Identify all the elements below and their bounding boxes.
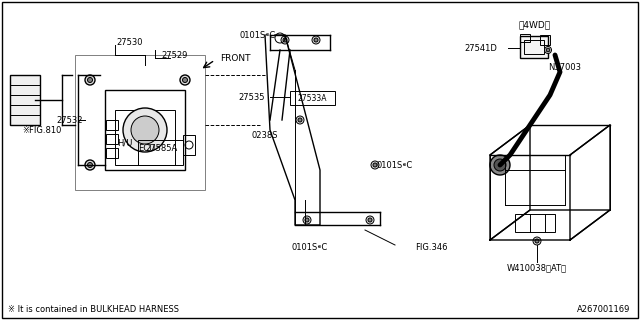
Bar [540, 35, 550, 45]
Text: 27541D: 27541D [464, 44, 497, 52]
Circle shape [303, 216, 311, 224]
Circle shape [546, 48, 550, 52]
Text: 0101S⁌C: 0101S⁌C [240, 30, 276, 39]
Text: A267001169: A267001169 [577, 306, 630, 315]
Circle shape [490, 155, 510, 175]
Text: H/U: H/U [117, 139, 132, 148]
Circle shape [123, 108, 167, 152]
Bar [515, 214, 555, 232]
Text: 〈4WD〉: 〈4WD〉 [519, 20, 551, 29]
Text: 27585A: 27585A [146, 143, 178, 153]
Text: N37003: N37003 [548, 62, 582, 71]
Text: FIG.346: FIG.346 [415, 243, 447, 252]
Text: 27533A: 27533A [297, 93, 327, 102]
Bar [75, 55, 205, 190]
Text: 0238S: 0238S [252, 131, 278, 140]
Circle shape [85, 75, 95, 85]
Circle shape [305, 218, 309, 222]
Text: 27529: 27529 [162, 51, 188, 60]
Bar [290, 91, 335, 105]
Bar [520, 36, 548, 58]
Bar [10, 75, 40, 125]
Bar [524, 40, 544, 54]
Bar [520, 34, 530, 42]
Text: W410038〈AT〉: W410038〈AT〉 [507, 263, 567, 273]
Bar [138, 140, 183, 165]
Text: ※FIG.810: ※FIG.810 [22, 125, 61, 134]
Bar [105, 90, 185, 170]
Circle shape [545, 46, 552, 53]
Text: 0101S⁌C: 0101S⁌C [377, 161, 413, 170]
Text: 27530: 27530 [116, 37, 143, 46]
Circle shape [373, 163, 377, 167]
Bar [115, 110, 175, 165]
Circle shape [494, 159, 506, 171]
Text: FRONT: FRONT [220, 53, 250, 62]
Text: ECU: ECU [138, 143, 156, 153]
Text: 0101S⁌C: 0101S⁌C [292, 243, 328, 252]
Circle shape [368, 218, 372, 222]
Circle shape [296, 116, 304, 124]
Text: 27535: 27535 [239, 92, 265, 101]
Circle shape [131, 116, 159, 144]
Circle shape [283, 38, 287, 42]
Bar [106, 148, 118, 158]
Bar [106, 120, 118, 130]
Circle shape [533, 237, 541, 245]
Text: ※ It is contained in BULKHEAD HARNESS: ※ It is contained in BULKHEAD HARNESS [8, 306, 179, 315]
Bar [106, 134, 118, 144]
Circle shape [85, 160, 95, 170]
Bar [183, 135, 195, 155]
Circle shape [312, 36, 320, 44]
Circle shape [298, 118, 302, 122]
Circle shape [88, 163, 93, 167]
Text: 27532: 27532 [57, 116, 83, 124]
Circle shape [371, 161, 379, 169]
Circle shape [366, 216, 374, 224]
Circle shape [88, 77, 93, 83]
Circle shape [182, 77, 188, 83]
Circle shape [281, 36, 289, 44]
Circle shape [535, 239, 539, 243]
Circle shape [180, 75, 190, 85]
Circle shape [314, 38, 318, 42]
